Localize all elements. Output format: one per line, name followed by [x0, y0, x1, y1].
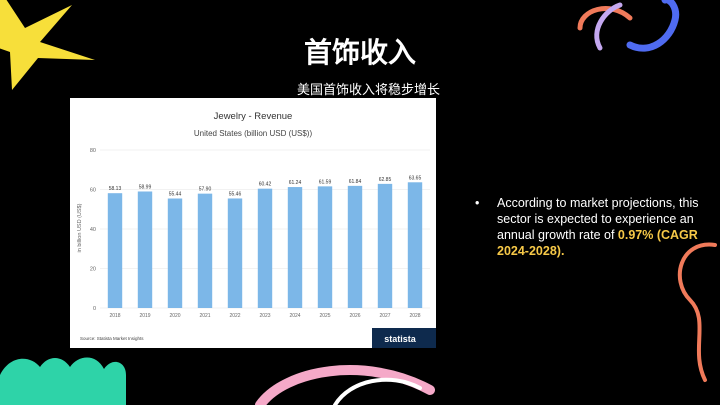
bullet-marker: •	[475, 196, 480, 210]
chart-data-label: 55.44	[169, 192, 182, 198]
statista-logo	[372, 328, 436, 348]
chart-y-tick-label: 40	[90, 227, 96, 233]
chart-data-label: 55.46	[229, 191, 242, 197]
chart-x-tick-label: 2018	[109, 313, 120, 319]
chart-bar	[197, 193, 213, 308]
chart-x-tick-label: 2022	[229, 313, 240, 319]
chart-x-tick-label: 2023	[259, 313, 270, 319]
chart-bar	[407, 182, 423, 308]
chart-x-tick-label: 2021	[199, 313, 210, 319]
chart-data-label: 63.65	[409, 175, 422, 181]
chart-data-label: 61.24	[289, 180, 302, 186]
chart-data-label: 60.42	[259, 182, 272, 188]
chart-x-tick-label: 2020	[169, 313, 180, 319]
chart-bar	[317, 186, 333, 308]
chart-bar	[257, 188, 273, 308]
chart-x-tick-label: 2027	[379, 313, 390, 319]
chart-data-label: 61.84	[349, 179, 362, 185]
revenue-bar-chart: Jewelry - Revenue United States (billion…	[70, 98, 436, 348]
chart-x-tick-label: 2025	[319, 313, 330, 319]
chart-data-label: 58.99	[139, 184, 152, 190]
chart-y-axis-label: in billion USD (US$)	[77, 203, 83, 252]
bullet-text: According to market projections, this se…	[497, 196, 699, 242]
teal-blob-decoration	[0, 357, 126, 405]
chart-x-tick-label: 2024	[289, 313, 300, 319]
swirl-top-right-decoration	[577, 0, 680, 52]
chart-bar	[347, 185, 363, 308]
chart-data-label: 61.59	[319, 179, 332, 185]
statista-logo-text: statista	[384, 334, 417, 344]
slide-subtitle: 美国首饰收入将稳步增长	[296, 83, 440, 98]
slide-title: 首饰收入	[303, 36, 416, 69]
yellow-star-decoration	[0, 0, 95, 90]
chart-data-label: 58.13	[109, 186, 122, 192]
chart-bar	[167, 198, 183, 308]
revenue-chart-card: Jewelry - Revenue United States (billion…	[70, 98, 436, 348]
chart-y-tick-label: 0	[93, 306, 96, 312]
bullet-text-block: According to market projections, this se…	[497, 195, 700, 259]
chart-bar	[137, 191, 153, 308]
cagr-highlight: 0.97% (CAGR 2024-2028).	[497, 228, 698, 258]
chart-x-tick-label: 2028	[409, 313, 420, 319]
pink-arc-decoration	[255, 365, 435, 405]
chart-data-label: 57.90	[199, 187, 212, 193]
chart-x-tick-label: 2019	[139, 313, 150, 319]
chart-y-tick-label: 60	[90, 188, 96, 194]
chart-y-tick-label: 80	[90, 148, 96, 154]
chart-data-label: 62.85	[379, 177, 392, 183]
chart-y-tick-label: 20	[90, 267, 96, 273]
chart-bar	[287, 187, 303, 308]
swirl-right-decoration	[677, 242, 717, 382]
chart-bar	[377, 183, 393, 308]
chart-x-tick-label: 2026	[349, 313, 360, 319]
chart-bar	[107, 193, 123, 308]
chart-bar	[227, 198, 243, 308]
chart-title: Jewelry - Revenue	[214, 111, 293, 122]
chart-subtitle: United States (billion USD (US$))	[194, 129, 313, 138]
growth-bullet-point: • According to market projections, this …	[470, 195, 700, 259]
chart-source-note: Source: Statista Market Insights	[80, 336, 144, 341]
